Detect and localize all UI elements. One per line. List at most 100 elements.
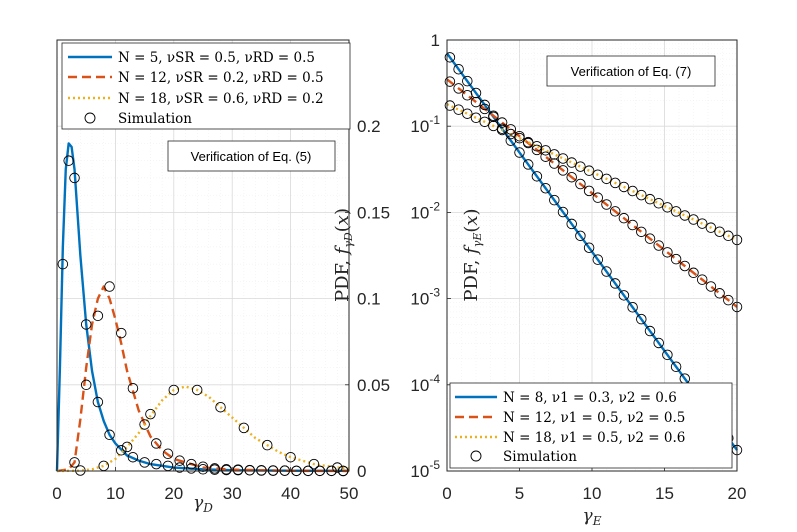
right-simulation-marker xyxy=(696,218,708,229)
right-x-tick-label: 10 xyxy=(583,484,602,503)
right-x-tick-label: 5 xyxy=(515,484,524,503)
right-simulation-marker xyxy=(705,222,717,233)
right-simulation-marker xyxy=(609,177,621,189)
right-simulation-marker xyxy=(609,278,621,289)
right-simulation-marker xyxy=(496,124,508,136)
right-simulation-marker xyxy=(453,104,464,115)
right-simulation-marker xyxy=(592,254,604,265)
left-simulation-marker xyxy=(80,319,92,330)
right-simulation-marker xyxy=(627,219,638,231)
left-axes-box xyxy=(56,39,350,472)
right-simulation-marker xyxy=(470,112,482,124)
right-simulation-marker xyxy=(627,301,638,313)
left-x-tick-label: 50 xyxy=(340,484,359,503)
right-simulation-marker xyxy=(679,260,691,272)
right-simulation-marker xyxy=(688,267,699,279)
right-simulation-marker xyxy=(549,149,560,160)
left-simulation-marker xyxy=(267,465,279,476)
right-y-axis-label: PDF, fγE(x) xyxy=(461,208,484,301)
left-y-tick-label: 0.1 xyxy=(357,290,381,309)
right-simulation-marker xyxy=(444,76,456,87)
left-simulation-marker xyxy=(127,451,139,463)
right-simulation-marker xyxy=(531,141,543,152)
left-simulation-marker xyxy=(238,422,250,434)
right-simulation-marker xyxy=(644,325,656,337)
right-simulation-marker xyxy=(592,169,604,180)
left-simulation-marker xyxy=(75,465,86,476)
left-simulation-marker xyxy=(127,382,139,394)
left-simulation-marker xyxy=(308,458,320,470)
left-simulation-marker xyxy=(57,258,69,270)
left-x-tick-label: 20 xyxy=(164,484,183,503)
left-legend: N = 5, νSR = 0.5, νRD = 0.5 N = 12, νSR … xyxy=(61,42,351,130)
left-simulation-marker xyxy=(115,327,127,339)
right-simulation-marker xyxy=(670,361,682,372)
right-simulation-marker xyxy=(488,110,499,121)
right-simulation-marker xyxy=(714,288,725,299)
right-y-tick-label: 10-4 xyxy=(410,372,440,395)
right-y-tick-label: 10-2 xyxy=(410,199,440,222)
left-simulation-marker xyxy=(197,464,209,475)
right-annotation-text: Verification of Eq. (7) xyxy=(571,64,692,79)
left-simulation-marker xyxy=(261,439,273,451)
right-simulation-marker xyxy=(688,214,699,225)
right-simulation-marker xyxy=(670,206,682,217)
right-simulation-marker xyxy=(566,157,577,168)
right-simulation-marker xyxy=(662,202,673,213)
left-simulation-marker xyxy=(244,464,255,476)
legend-label-n18: N = 18, νSR = 0.6, νRD = 0.2 xyxy=(118,91,324,107)
right-series-line-2 xyxy=(446,103,738,241)
left-simulation-marker xyxy=(80,379,92,391)
left-y-tick-label: 0 xyxy=(357,462,366,481)
right-simulation-marker xyxy=(470,96,482,108)
right-simulation-marker xyxy=(462,108,473,119)
right-simulation-marker xyxy=(636,313,647,325)
left-simulation-marker xyxy=(174,455,185,466)
legend-label-n12: N = 12, νSR = 0.2, νRD = 0.5 xyxy=(118,70,324,86)
left-series-line-1 xyxy=(56,285,350,473)
right-simulation-marker xyxy=(705,281,717,292)
right-simulation-marker xyxy=(505,124,517,135)
left-simulation-marker xyxy=(174,462,185,473)
right-simulation-marker xyxy=(514,147,525,158)
right-y-tick-label: 10-1 xyxy=(410,113,440,136)
right-simulation-marker xyxy=(522,159,534,170)
right-simulation-marker xyxy=(566,218,577,230)
right-simulation-marker xyxy=(540,145,551,156)
left-simulation-marker xyxy=(92,310,104,322)
left-simulation-marker xyxy=(285,451,296,463)
left-simulation-marker xyxy=(69,172,80,184)
right-simulation-marker xyxy=(601,199,612,210)
right-simulation-marker xyxy=(679,210,691,221)
left-simulation-marker xyxy=(162,448,174,460)
right-simulation-marker xyxy=(453,83,464,94)
legend-marker-simulation xyxy=(84,112,96,124)
left-simulation-marker xyxy=(186,463,197,474)
legend-label-simulation-right: Simulation xyxy=(503,449,577,465)
left-y-ticks: 0 0.05 0.1 0.15 0.2 xyxy=(345,117,390,481)
right-simulation-marker xyxy=(592,192,604,203)
right-simulation-marker xyxy=(696,274,708,285)
right-simulation-marker xyxy=(627,185,638,197)
left-x-tick-label: 40 xyxy=(281,484,300,503)
right-simulation-marker xyxy=(662,349,673,361)
right-simulation-marker xyxy=(723,230,734,242)
right-simulation-marker xyxy=(453,63,464,75)
right-simulation-marker xyxy=(583,185,595,197)
left-simulation-marker xyxy=(215,401,226,413)
left-x-tick-label: 30 xyxy=(223,484,242,503)
right-y-ticks: 1 10-1 10-2 10-3 10-4 10-5 xyxy=(410,31,451,481)
legend-label-n8: N = 8, ν1 = 0.3, ν2 = 0.6 xyxy=(503,390,677,406)
right-simulation-marker xyxy=(636,226,647,238)
right-x-tick-label: 0 xyxy=(442,484,451,503)
left-simulation-marker xyxy=(168,384,180,396)
right-simulation-marker xyxy=(618,290,630,301)
right-simulation-marker xyxy=(549,158,560,169)
right-simulation-marker xyxy=(583,165,595,176)
left-simulation-marker xyxy=(221,464,232,475)
left-y-axis-label: PDF, fγD(x) xyxy=(332,208,355,302)
legend-label-n12-right: N = 12, ν1 = 0.5, ν2 = 0.5 xyxy=(503,410,685,426)
legend-label-simulation: Simulation xyxy=(118,111,192,127)
right-simulation-marker xyxy=(653,197,664,209)
right-series-line-1 xyxy=(446,78,738,308)
